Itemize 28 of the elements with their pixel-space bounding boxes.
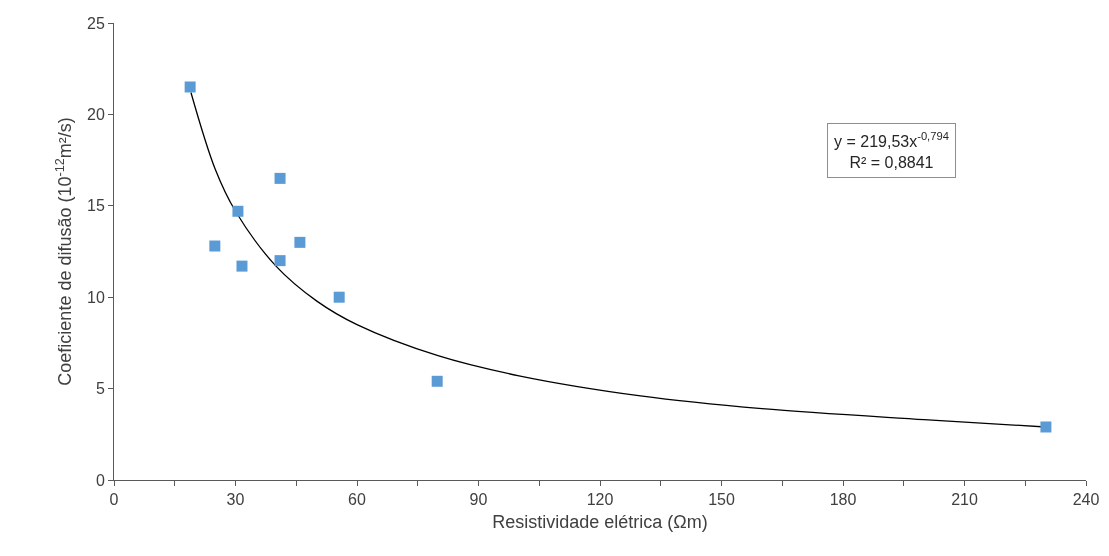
x-tick-label: 150 bbox=[708, 491, 735, 509]
x-tick-label: 210 bbox=[951, 491, 978, 509]
point bbox=[274, 172, 286, 184]
y-tick-label: 0 bbox=[95, 471, 105, 489]
x-tick-label: 90 bbox=[469, 491, 488, 509]
x-tick-label: 240 bbox=[1072, 491, 1100, 509]
point bbox=[236, 260, 248, 272]
point bbox=[209, 240, 221, 252]
y-tick-label: 10 bbox=[87, 288, 105, 306]
point bbox=[294, 236, 306, 248]
x-tick-label: 120 bbox=[586, 491, 614, 509]
y-tick-label: 20 bbox=[87, 106, 105, 123]
x-tick-label: 60 bbox=[348, 491, 366, 509]
annotation: y = 219,53x$^{-0,794}$ bbox=[834, 130, 949, 150]
annotation: R² = 0,8841 bbox=[849, 153, 934, 171]
point bbox=[333, 291, 345, 303]
y-tick-label: 15 bbox=[87, 197, 105, 215]
point bbox=[431, 375, 443, 387]
point bbox=[184, 81, 196, 93]
point bbox=[1040, 421, 1052, 433]
x-tick-label: 180 bbox=[829, 491, 857, 509]
y-tick-label: 25 bbox=[87, 14, 105, 32]
x-axis-title: Resistividade elétrica (Ωm) bbox=[492, 512, 708, 533]
x-tick-label: 0 bbox=[109, 491, 119, 509]
y-tick-label: 5 bbox=[95, 380, 105, 398]
point bbox=[274, 255, 286, 267]
point bbox=[232, 205, 244, 217]
x-tick-label: 30 bbox=[226, 491, 245, 509]
